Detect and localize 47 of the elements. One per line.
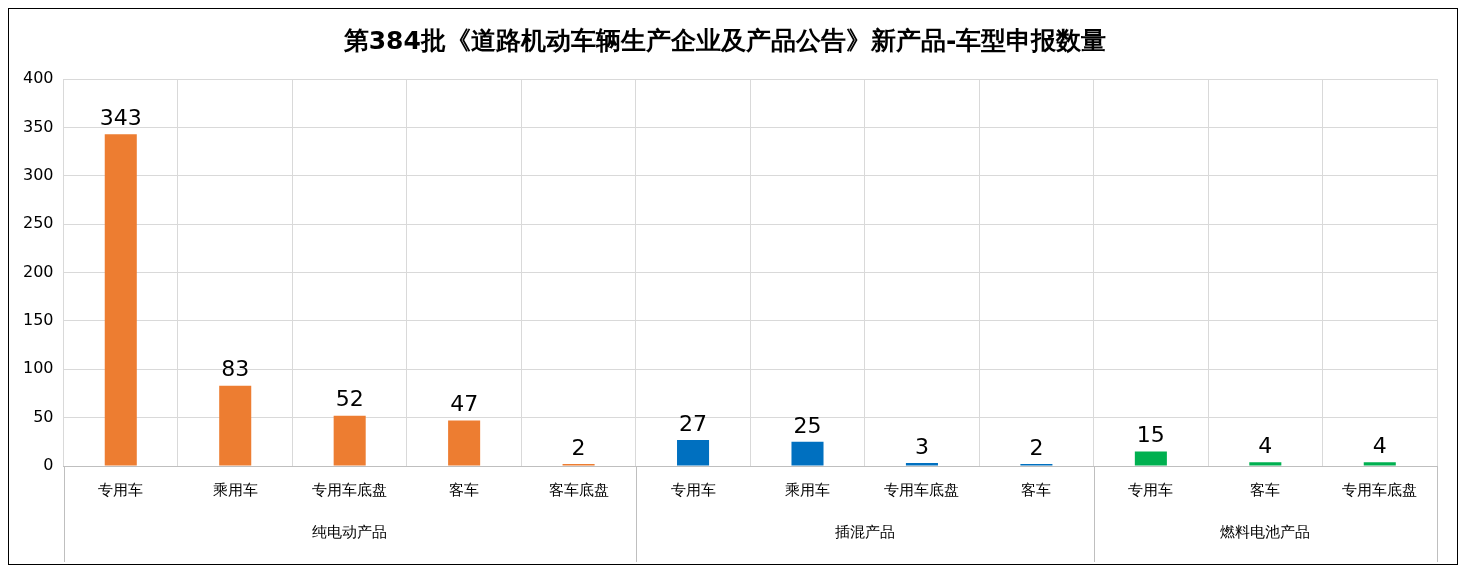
text: 插混产品: [834, 522, 895, 541]
bar: [677, 439, 710, 466]
data-label: 25: [793, 412, 822, 438]
y-tick-label: 150: [22, 310, 54, 330]
y-tick-label: 300: [22, 164, 54, 184]
bar: [1134, 451, 1167, 466]
x-tick-label: 专用车底盘: [884, 480, 960, 499]
bar: [791, 441, 824, 466]
bar: [219, 385, 252, 466]
x-tick-label: 专用车底盘: [1342, 480, 1418, 499]
y-tick-label: 100: [22, 358, 54, 378]
y-tick-label: 0: [43, 455, 54, 475]
x-tick-label: 乘用车: [785, 480, 830, 499]
data-label: 4: [1258, 432, 1273, 458]
x-tick-label: 专用车: [1128, 480, 1174, 499]
data-label: 2: [571, 434, 586, 460]
data-label: 52: [335, 386, 364, 412]
data-label: 3: [914, 433, 929, 459]
x-tick-label: 客车: [449, 480, 480, 499]
y-tick-label: 200: [22, 261, 54, 281]
bar: [905, 463, 938, 466]
data-label: 83: [221, 356, 250, 382]
bar: [333, 415, 366, 466]
y-tick-label: 50: [33, 406, 54, 426]
x-tick-label: 客车: [1250, 480, 1281, 499]
x-tick-label: 专用车: [98, 480, 144, 499]
data-label: 343: [99, 104, 142, 130]
x-tick-label: 客车: [1021, 480, 1052, 499]
bar: [1363, 462, 1396, 466]
bar: [448, 420, 481, 466]
data-label: 47: [450, 391, 479, 417]
bar: [1249, 462, 1282, 466]
data-label: 2: [1029, 434, 1044, 460]
bar: [104, 134, 137, 466]
text: 燃料电池产品: [1220, 522, 1311, 541]
data-label: 27: [679, 410, 708, 436]
data-label: 4: [1372, 432, 1387, 458]
x-tick-label: 乘用车: [212, 480, 258, 499]
text: 纯电动产品: [312, 522, 388, 541]
y-tick-label: 400: [22, 68, 54, 88]
y-tick-label: 250: [22, 213, 54, 233]
y-tick-label: 350: [22, 116, 54, 136]
data-label: 15: [1136, 422, 1165, 448]
x-tick-label: 专用车: [670, 480, 716, 499]
chart-title: 第384批《道路机动车辆生产企业及产品公告》新产品-车型申报数量: [342, 25, 1107, 55]
x-tick-label: 客车底盘: [548, 480, 609, 499]
x-tick-label: 专用车底盘: [312, 480, 388, 499]
